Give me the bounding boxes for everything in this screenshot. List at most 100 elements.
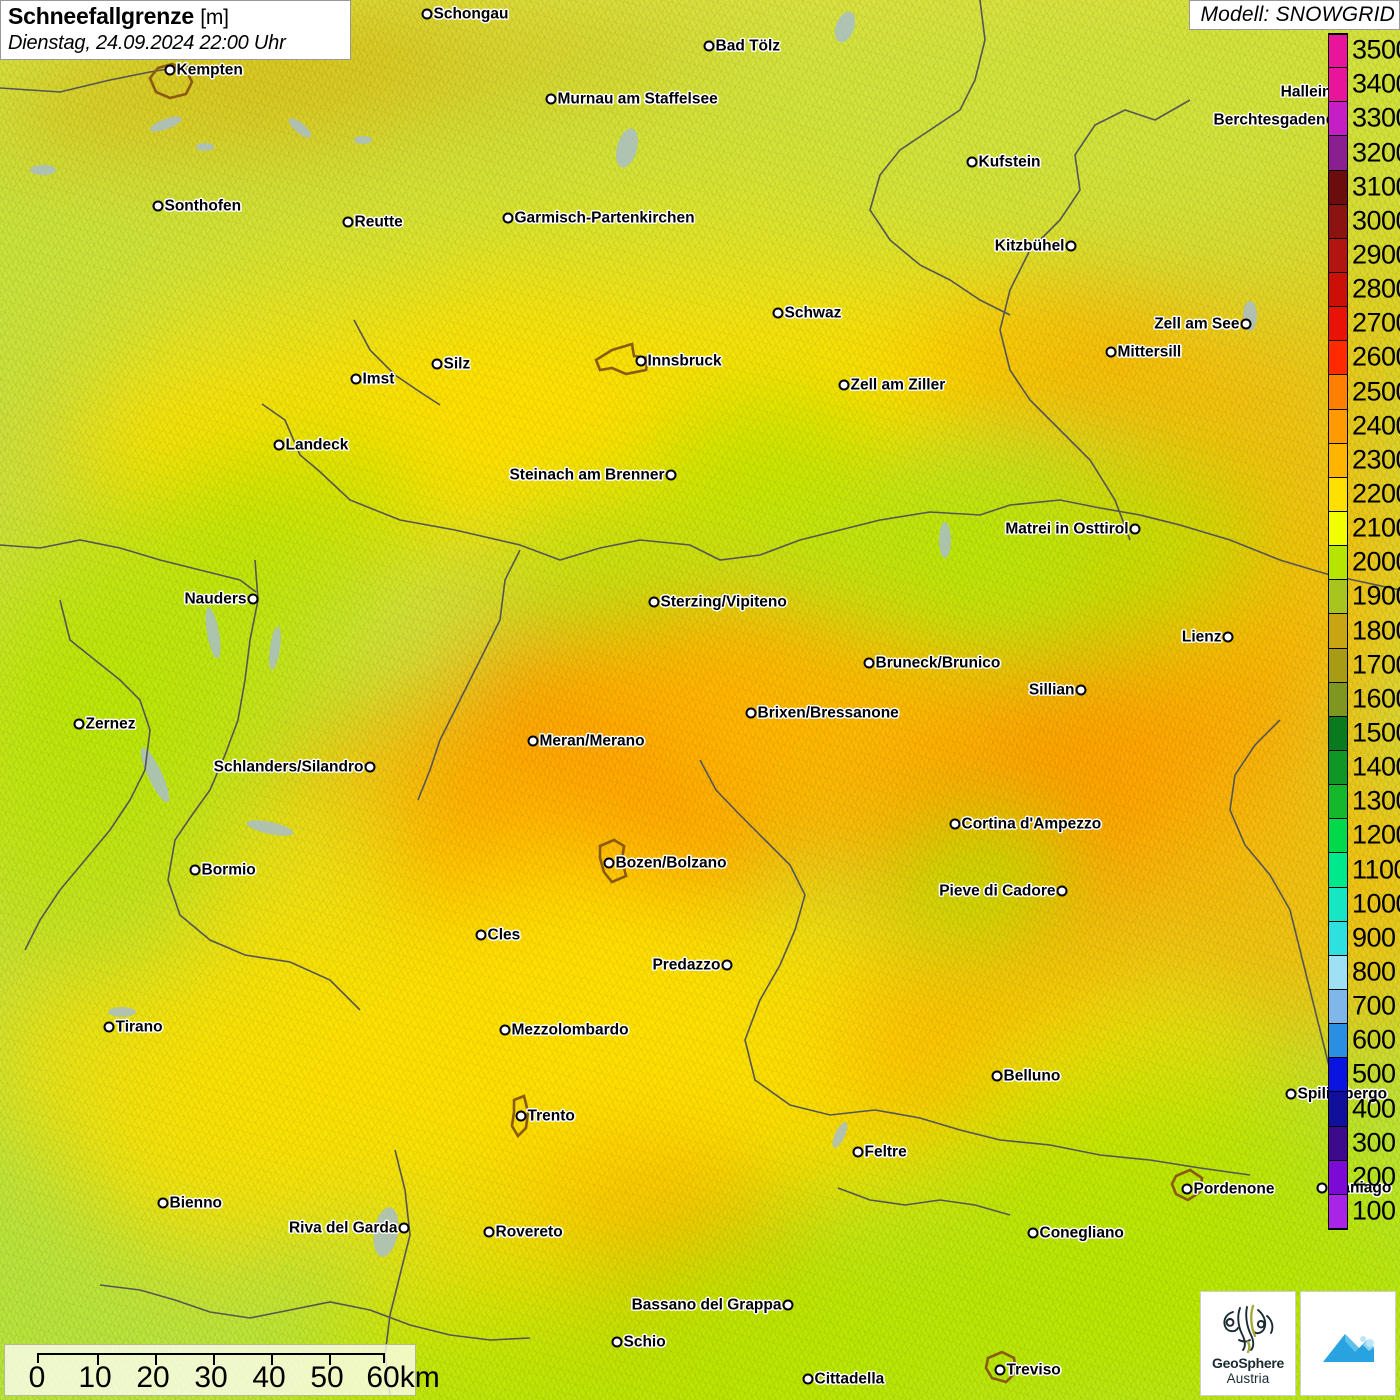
- city-marker[interactable]: Conegliano: [1027, 1224, 1124, 1241]
- city-marker[interactable]: Kufstein: [966, 153, 1041, 170]
- city-marker[interactable]: Mittersill: [1105, 343, 1181, 360]
- city-marker[interactable]: Reutte: [342, 213, 403, 230]
- city-marker[interactable]: Matrei in Osttirol: [1005, 520, 1141, 537]
- legend-band[interactable]: [1329, 546, 1347, 581]
- legend-band[interactable]: [1329, 477, 1347, 512]
- legend-band[interactable]: [1329, 955, 1347, 990]
- legend-tick-label: 500: [1352, 1058, 1396, 1089]
- legend-band[interactable]: [1329, 238, 1347, 273]
- city-marker[interactable]: Brixen/Bressanone: [745, 704, 899, 721]
- city-marker[interactable]: Trento: [515, 1107, 575, 1124]
- legend-band[interactable]: [1329, 204, 1347, 239]
- city-marker[interactable]: Bad Tölz: [703, 37, 780, 54]
- legend-band[interactable]: [1329, 819, 1347, 854]
- legend-band[interactable]: [1329, 990, 1347, 1025]
- city-dot-icon: [991, 1070, 1003, 1082]
- legend-band[interactable]: [1329, 853, 1347, 888]
- legend-band[interactable]: [1329, 341, 1347, 376]
- city-marker[interactable]: Tirano: [103, 1018, 163, 1035]
- city-marker[interactable]: Sterzing/Vipiteno: [648, 593, 787, 610]
- scale-tick: [97, 1355, 99, 1365]
- legend-band[interactable]: [1329, 136, 1347, 171]
- city-marker[interactable]: Belluno: [991, 1067, 1060, 1084]
- legend-band[interactable]: [1329, 409, 1347, 444]
- city-marker[interactable]: Schongau: [421, 5, 508, 22]
- legend-band[interactable]: [1329, 1024, 1347, 1059]
- legend-band[interactable]: [1329, 1058, 1347, 1093]
- legend-colorbar[interactable]: [1328, 33, 1348, 1230]
- city-marker[interactable]: Silz: [431, 355, 470, 372]
- city-marker[interactable]: Imst: [350, 370, 394, 387]
- legend-band[interactable]: [1329, 1126, 1347, 1161]
- legend-band[interactable]: [1329, 716, 1347, 751]
- legend-band[interactable]: [1329, 307, 1347, 342]
- scale-tick: [155, 1355, 157, 1365]
- legend-band[interactable]: [1329, 785, 1347, 820]
- legend-band[interactable]: [1329, 443, 1347, 478]
- city-marker[interactable]: Sonthofen: [152, 197, 241, 214]
- legend-band[interactable]: [1329, 1092, 1347, 1127]
- city-marker[interactable]: Pieve di Cadore: [939, 882, 1068, 899]
- city-marker[interactable]: Innsbruck: [635, 352, 722, 369]
- city-dot-icon: [703, 40, 715, 52]
- city-marker[interactable]: Zernez: [73, 715, 135, 732]
- legend-band[interactable]: [1329, 682, 1347, 717]
- snowgrid-logo[interactable]: [1300, 1291, 1396, 1396]
- city-marker[interactable]: Maniago: [1316, 1179, 1391, 1196]
- city-marker[interactable]: Landeck: [273, 436, 348, 453]
- city-marker[interactable]: Feltre: [852, 1143, 907, 1160]
- legend-band[interactable]: [1329, 273, 1347, 308]
- city-marker[interactable]: Bormio: [189, 861, 256, 878]
- city-marker[interactable]: Rovereto: [483, 1223, 563, 1240]
- legend-tick-label: 600: [1352, 1024, 1396, 1055]
- legend-band[interactable]: [1329, 375, 1347, 410]
- city-marker[interactable]: Schlanders/Silandro: [214, 758, 376, 775]
- legend-band[interactable]: [1329, 648, 1347, 683]
- city-marker[interactable]: Cles: [475, 926, 520, 943]
- city-marker[interactable]: Riva del Garda: [289, 1219, 410, 1236]
- city-marker[interactable]: Bozen/Bolzano: [603, 854, 727, 871]
- city-marker[interactable]: Pordenone: [1181, 1180, 1274, 1197]
- legend-band[interactable]: [1329, 34, 1347, 69]
- city-marker[interactable]: Schio: [611, 1333, 666, 1350]
- legend-band[interactable]: [1329, 170, 1347, 205]
- city-marker[interactable]: Sillian: [1029, 681, 1087, 698]
- city-marker[interactable]: Nauders: [184, 590, 259, 607]
- legend-band[interactable]: [1329, 614, 1347, 649]
- city-marker[interactable]: Murnau am Staffelsee: [545, 90, 718, 107]
- legend-band[interactable]: [1329, 580, 1347, 615]
- city-dot-icon: [1075, 684, 1087, 696]
- city-marker[interactable]: Bassano del Grappa: [632, 1296, 794, 1313]
- legend-band[interactable]: [1329, 1160, 1347, 1195]
- city-marker[interactable]: Garmisch-Partenkirchen: [502, 209, 695, 226]
- legend-band[interactable]: [1329, 512, 1347, 547]
- city-marker[interactable]: Meran/Merano: [527, 732, 645, 749]
- city-marker[interactable]: Schwaz: [772, 304, 841, 321]
- city-marker[interactable]: Zell am See: [1154, 315, 1252, 332]
- legend-band[interactable]: [1329, 1194, 1347, 1229]
- legend-band[interactable]: [1329, 921, 1347, 956]
- legend-band[interactable]: [1329, 751, 1347, 786]
- city-marker[interactable]: Steinach am Brenner: [509, 466, 677, 483]
- city-label: Brixen/Bressanone: [757, 704, 899, 721]
- city-marker[interactable]: Zell am Ziller: [838, 376, 945, 393]
- city-label: Steinach am Brenner: [509, 466, 665, 483]
- legend-band[interactable]: [1329, 887, 1347, 922]
- city-marker[interactable]: Treviso: [994, 1361, 1061, 1378]
- city-marker[interactable]: Cittadella: [802, 1370, 884, 1387]
- legend-band[interactable]: [1329, 102, 1347, 137]
- geosphere-austria-logo[interactable]: GeoSphere Austria: [1200, 1291, 1296, 1396]
- city-marker[interactable]: Cortina d'Ampezzo: [949, 815, 1101, 832]
- city-marker[interactable]: Lienz: [1182, 628, 1234, 645]
- city-marker[interactable]: Kempten: [164, 61, 243, 78]
- city-label: Mezzolombardo: [511, 1021, 629, 1038]
- city-marker[interactable]: Bruneck/Brunico: [863, 654, 1000, 671]
- city-marker[interactable]: Kitzbühel: [995, 237, 1077, 254]
- city-marker[interactable]: Spilimbergo: [1285, 1085, 1387, 1102]
- city-marker[interactable]: Mezzolombardo: [499, 1021, 629, 1038]
- legend-band[interactable]: [1329, 68, 1347, 103]
- city-marker[interactable]: Bienno: [157, 1194, 222, 1211]
- city-marker[interactable]: Predazzo: [652, 956, 733, 973]
